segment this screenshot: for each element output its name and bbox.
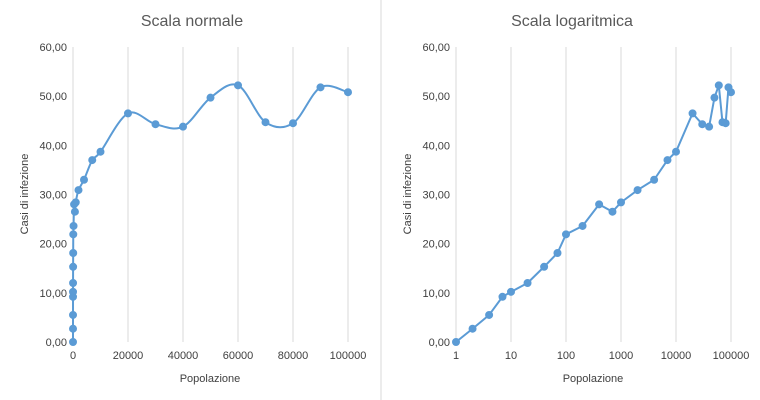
data-point [727, 88, 735, 97]
data-point [688, 109, 697, 118]
x-tick-label: 100000 [330, 350, 367, 362]
data-point [540, 262, 549, 271]
data-point [261, 118, 270, 127]
data-point [608, 207, 617, 216]
data-point [69, 324, 78, 333]
data-point [69, 310, 78, 319]
data-point [523, 279, 532, 287]
data-point [553, 249, 562, 258]
data-point [69, 338, 78, 346]
x-tick-label: 100 [557, 350, 575, 362]
y-tick-label: 40,00 [39, 140, 67, 152]
data-point [452, 338, 460, 346]
y-axis-title: Casi di infezione [19, 154, 31, 235]
data-point [344, 88, 352, 97]
data-point [650, 175, 659, 184]
data-point [468, 324, 477, 333]
y-tick-label: 20,00 [39, 239, 67, 251]
y-tick-label: 30,00 [422, 190, 450, 202]
x-tick-label: 20000 [113, 350, 144, 362]
data-point [69, 287, 78, 296]
data-point [234, 81, 242, 90]
data-point [69, 230, 78, 239]
y-tick-label: 50,00 [39, 91, 67, 103]
data-point [595, 200, 604, 209]
data-point [507, 287, 515, 296]
data-point [80, 175, 88, 184]
y-tick-label: 50,00 [422, 91, 450, 103]
x-tick-label: 40000 [168, 350, 199, 362]
x-tick-label: 100000 [713, 350, 750, 362]
x-axis-title: Popolazione [180, 373, 241, 385]
data-point [485, 310, 494, 319]
data-point [124, 109, 132, 118]
data-point [672, 147, 680, 156]
chart-title: Scala normale [141, 13, 243, 30]
data-point [71, 198, 80, 207]
x-axis-title: Popolazione [563, 373, 624, 385]
data-point [705, 122, 714, 131]
y-tick-label: 40,00 [422, 140, 450, 152]
y-tick-label: 60,00 [39, 42, 67, 54]
data-point [578, 221, 587, 230]
data-point [69, 279, 78, 287]
data-point [698, 120, 707, 129]
x-tick-label: 0 [70, 350, 76, 362]
data-point [74, 186, 83, 195]
data-point [88, 156, 97, 165]
chart-title: Scala logaritmica [511, 13, 633, 30]
x-tick-label: 80000 [278, 350, 309, 362]
x-tick-label: 60000 [223, 350, 254, 362]
x-tick-label: 1 [453, 350, 459, 362]
data-point [206, 93, 215, 102]
data-point [617, 198, 625, 207]
data-point [721, 119, 730, 128]
y-tick-label: 0,00 [46, 337, 67, 349]
y-tick-label: 10,00 [422, 288, 450, 300]
data-point [710, 93, 719, 102]
y-tick-label: 20,00 [422, 239, 450, 251]
data-point [70, 207, 79, 216]
data-point [69, 221, 78, 230]
data-point [69, 249, 78, 258]
y-tick-label: 30,00 [39, 190, 67, 202]
data-point [96, 147, 105, 156]
data-point [633, 186, 642, 195]
data-point [562, 230, 570, 239]
chart-scala-normale: Scala normale Popolazione Casi di infezi… [19, 13, 366, 385]
data-point [289, 119, 297, 128]
y-axis-title: Casi di infezione [402, 154, 414, 235]
y-tick-label: 60,00 [422, 42, 450, 54]
x-tick-label: 10 [505, 350, 517, 362]
chart-scala-logaritmica: Scala logaritmica Popolazione Casi di in… [402, 13, 749, 385]
data-point [663, 156, 672, 165]
data-point [151, 120, 160, 129]
x-tick-label: 1000 [609, 350, 633, 362]
data-point [179, 122, 187, 131]
y-tick-label: 0,00 [429, 337, 450, 349]
data-point [69, 262, 78, 271]
data-point [714, 81, 723, 90]
series-line [72, 83, 349, 343]
data-point [316, 83, 325, 92]
x-tick-label: 10000 [661, 350, 692, 362]
y-tick-label: 10,00 [39, 288, 67, 300]
series-line [455, 84, 732, 343]
data-point [498, 292, 507, 301]
